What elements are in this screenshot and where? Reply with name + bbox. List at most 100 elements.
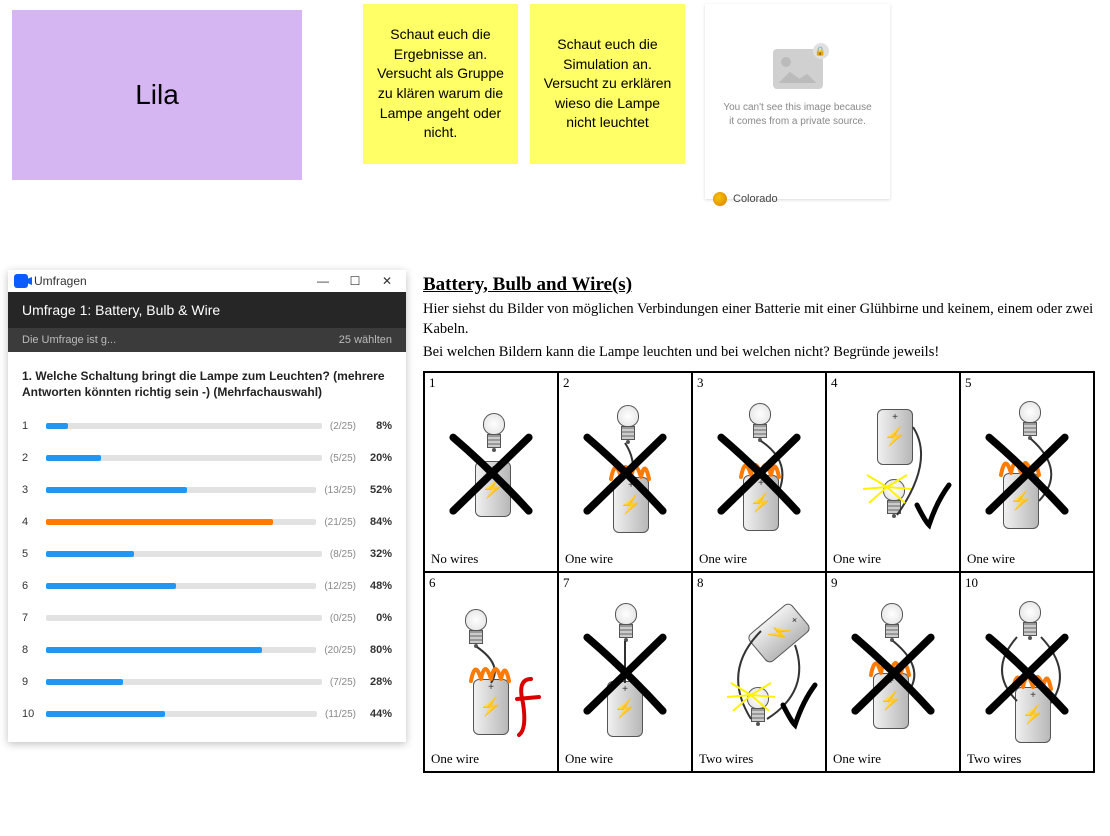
poll-option-pct: 48% — [360, 580, 392, 592]
cell-number: 8 — [697, 575, 704, 591]
poll-option-count: (0/25) — [330, 613, 356, 624]
poll-bar-fill — [46, 583, 176, 589]
close-button[interactable]: ✕ — [374, 274, 400, 288]
worksheet-grid: 1No wires⚡2One wire⚡3One wire⚡4One wire⚡… — [423, 371, 1095, 773]
poll-option-count: (8/25) — [330, 549, 356, 560]
poll-option-row[interactable]: 8(20/25)80% — [22, 636, 392, 664]
cell-caption: One wire — [699, 551, 747, 567]
poll-bar-track — [46, 679, 322, 685]
poll-title: Umfrage 1: Battery, Bulb & Wire — [8, 292, 406, 328]
worksheet-cell: 2One wire⚡ — [558, 372, 692, 572]
poll-option-label: 5 — [22, 548, 38, 560]
worksheet-cell: 8Two wires⚡ — [692, 572, 826, 772]
cell-number: 1 — [429, 375, 436, 391]
poll-option-label: 6 — [22, 580, 38, 592]
wire-icon — [701, 591, 826, 751]
glow-icon — [721, 675, 781, 715]
poll-option-pct: 84% — [360, 516, 392, 528]
circuit-diagram: ⚡ — [835, 591, 951, 745]
circuit-diagram: ⚡ — [567, 591, 683, 745]
poll-option-row[interactable]: 6 (12/25) 48% — [22, 572, 392, 600]
sticky-note-1: Schaut euch die Ergebnisse an. Versucht … — [363, 4, 518, 164]
poll-option-count: (7/25) — [330, 677, 356, 688]
poll-titlebar: Umfragen — ☐ ✕ — [8, 270, 406, 292]
bulb-icon — [481, 413, 507, 451]
poll-option-row[interactable]: 10(11/25)44% — [22, 700, 392, 728]
worksheet-cell: 10Two wires⚡ — [960, 572, 1094, 772]
poll-option-row[interactable]: 9(7/25)28% — [22, 668, 392, 696]
wire-icon — [567, 391, 692, 551]
cell-caption: One wire — [565, 751, 613, 767]
poll-option-count: (11/25) — [325, 709, 356, 720]
minimize-button[interactable]: — — [310, 274, 336, 288]
poll-bar-track — [46, 615, 322, 621]
poll-bar-track — [46, 487, 316, 493]
poll-option-row[interactable]: 1(2/25)8% — [22, 412, 392, 440]
poll-option-count: (20/25) — [324, 645, 356, 656]
poll-option-row[interactable]: 4 (21/25) 84% — [22, 508, 392, 536]
poll-bar-fill — [46, 487, 187, 493]
worksheet-text-1: Hier siehst du Bilder von möglichen Verb… — [423, 300, 1095, 339]
circuit-diagram: ⚡ — [567, 391, 683, 545]
private-image-message: You can't see this image because it come… — [705, 101, 890, 129]
poll-status-right: 25 wählten — [339, 334, 392, 346]
poll-option-row[interactable]: 3(13/25)52% — [22, 476, 392, 504]
poll-option-count: (5/25) — [330, 453, 356, 464]
poll-option-label: 4 — [22, 516, 38, 528]
poll-bar-track — [46, 647, 316, 653]
worksheet-text-2: Bei welchen Bildern kann die Lampe leuch… — [423, 343, 1095, 363]
poll-option-label: 8 — [22, 644, 38, 656]
globe-icon — [713, 192, 727, 206]
cell-caption: One wire — [565, 551, 613, 567]
poll-body: 1. Welche Schaltung bringt die Lampe zum… — [8, 352, 406, 742]
poll-option-pct: 52% — [360, 484, 392, 496]
worksheet-title: Battery, Bulb and Wire(s) — [423, 274, 1095, 296]
lock-icon: 🔒 — [813, 43, 829, 59]
poll-option-label: 1 — [22, 420, 38, 432]
poll-option-count: (13/25) — [324, 485, 356, 496]
cell-number: 6 — [429, 575, 436, 591]
poll-option-row[interactable]: 2(5/25)20% — [22, 444, 392, 472]
wire-icon — [969, 391, 1094, 551]
sticky-note-1-text: Schaut euch die Ergebnisse an. Versucht … — [373, 25, 508, 143]
poll-question: 1. Welche Schaltung bringt die Lampe zum… — [22, 368, 392, 400]
cell-caption: One wire — [431, 751, 479, 767]
cell-number: 5 — [965, 375, 972, 391]
wire-icon — [969, 591, 1094, 751]
poll-bar-fill — [46, 711, 165, 717]
circuit-diagram: ⚡ — [433, 391, 549, 545]
f-annotation — [509, 673, 549, 743]
worksheet-cell: 1No wires⚡ — [424, 372, 558, 572]
maximize-button[interactable]: ☐ — [342, 274, 368, 288]
poll-option-pct: 44% — [360, 708, 392, 720]
private-image-caption: Colorado — [705, 188, 890, 210]
worksheet-cell: 7One wire⚡ — [558, 572, 692, 772]
poll-option-count: (21/25) — [324, 517, 356, 528]
private-image-caption-text: Colorado — [733, 193, 778, 205]
poll-option-pct: 0% — [360, 612, 392, 624]
cell-number: 10 — [965, 575, 978, 591]
poll-option-row[interactable]: 7(0/25)0% — [22, 604, 392, 632]
circuit-diagram: ⚡ — [969, 391, 1085, 545]
cell-caption: One wire — [833, 751, 881, 767]
poll-bar-fill — [46, 679, 123, 685]
wire-icon — [835, 591, 960, 751]
poll-option-pct: 8% — [360, 420, 392, 432]
poll-bar-fill — [46, 423, 68, 429]
poll-app-name: Umfragen — [34, 274, 87, 288]
cell-caption: One wire — [833, 551, 881, 567]
poll-option-pct: 20% — [360, 452, 392, 464]
cell-number: 4 — [831, 375, 838, 391]
sticky-note-2-text: Schaut euch die Simulation an. Versucht … — [540, 35, 675, 133]
circuit-diagram: ⚡ — [701, 591, 817, 745]
cell-caption: Two wires — [967, 751, 1021, 767]
sticky-note-2: Schaut euch die Simulation an. Versucht … — [530, 4, 685, 164]
poll-option-row[interactable]: 5 (8/25) 32% — [22, 540, 392, 568]
poll-option-pct: 32% — [360, 548, 392, 560]
poll-option-count: (12/25) — [324, 581, 356, 592]
poll-bar-fill — [46, 519, 273, 525]
lila-card: Lila — [12, 10, 302, 180]
poll-bar-track — [46, 423, 322, 429]
circuit-diagram: ⚡ — [701, 391, 817, 545]
poll-status-bar: Die Umfrage ist g... 25 wählten — [8, 328, 406, 352]
